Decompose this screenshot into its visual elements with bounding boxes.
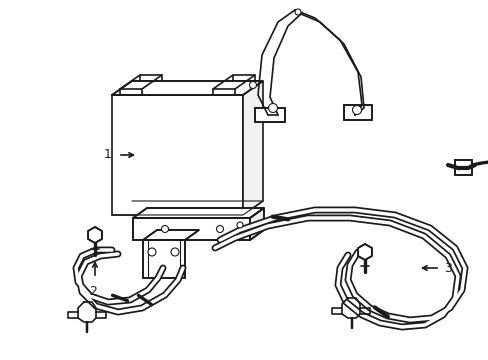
Circle shape xyxy=(171,248,179,256)
Polygon shape xyxy=(142,240,184,278)
Text: 2: 2 xyxy=(89,285,97,298)
Circle shape xyxy=(216,225,223,233)
Polygon shape xyxy=(243,81,263,215)
Circle shape xyxy=(352,105,361,114)
Text: 1: 1 xyxy=(104,148,112,162)
Circle shape xyxy=(161,225,168,233)
Circle shape xyxy=(294,9,301,15)
Circle shape xyxy=(249,81,256,89)
Polygon shape xyxy=(254,108,285,122)
Polygon shape xyxy=(133,208,264,218)
Polygon shape xyxy=(133,218,249,240)
Polygon shape xyxy=(454,160,471,175)
Polygon shape xyxy=(142,230,199,240)
Circle shape xyxy=(148,248,156,256)
Polygon shape xyxy=(357,244,371,260)
Circle shape xyxy=(237,222,243,228)
Polygon shape xyxy=(112,81,263,95)
Polygon shape xyxy=(88,227,102,243)
Circle shape xyxy=(268,104,277,112)
Polygon shape xyxy=(112,95,243,215)
Polygon shape xyxy=(343,105,371,120)
Polygon shape xyxy=(249,208,264,240)
Text: 3: 3 xyxy=(443,261,451,274)
